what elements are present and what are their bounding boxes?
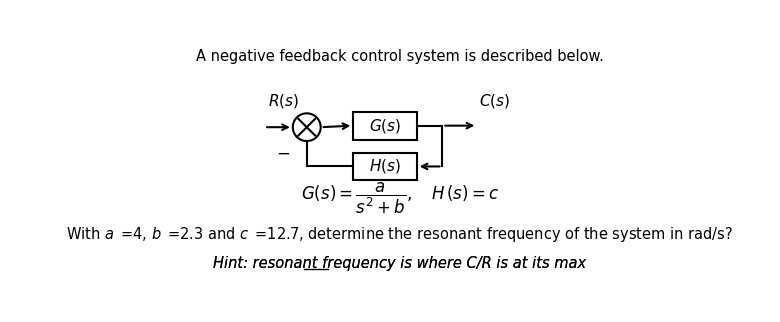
Text: $G(s)$: $G(s)$ (369, 117, 401, 135)
Text: $H(s)$: $H(s)$ (369, 157, 401, 175)
Text: Hint: resonant frequency is where C/R is at its max: Hint: resonant frequency is where C/R is… (213, 256, 587, 271)
Text: Hint: resonant frequency is where C/R is at its max: Hint: resonant frequency is where C/R is… (213, 256, 587, 271)
Text: With $a\,$ =4, $b\,$ =2.3 and $c\,$ =12.7, determine the resonant frequency of t: With $a\,$ =4, $b\,$ =2.3 and $c\,$ =12.… (66, 225, 733, 244)
Text: $-$: $-$ (276, 143, 290, 161)
FancyBboxPatch shape (353, 153, 417, 180)
Text: A negative feedback control system is described below.: A negative feedback control system is de… (196, 49, 604, 64)
Text: $G(s) = \dfrac{a}{s^2 + b},\quad H\,(s) = c$: $G(s) = \dfrac{a}{s^2 + b},\quad H\,(s) … (300, 180, 499, 216)
Text: $R(s)$: $R(s)$ (268, 92, 299, 110)
FancyBboxPatch shape (353, 112, 417, 139)
Text: $C(s)$: $C(s)$ (479, 92, 510, 110)
